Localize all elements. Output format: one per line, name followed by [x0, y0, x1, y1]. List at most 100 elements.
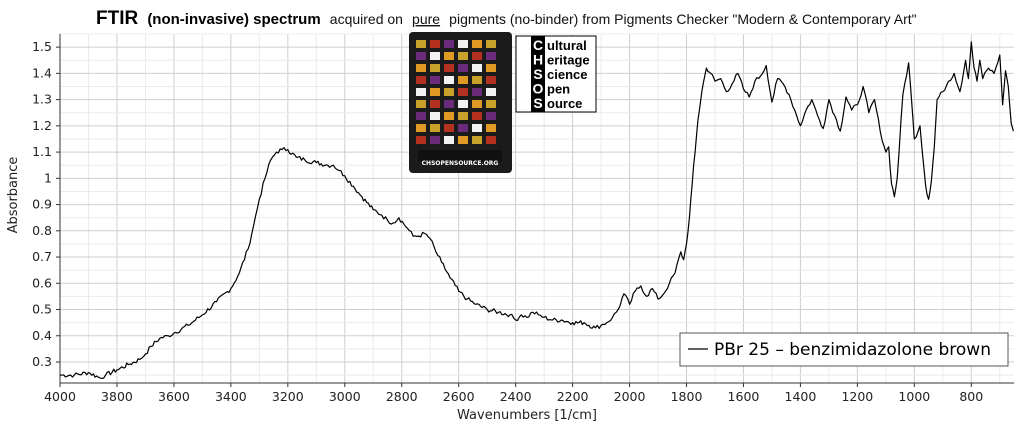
card-swatch	[444, 40, 454, 48]
card-swatch	[416, 136, 426, 144]
card-swatch	[416, 112, 426, 120]
card-swatch	[430, 64, 440, 72]
x-tick-label: 1400	[785, 389, 817, 404]
card-swatch	[458, 76, 468, 84]
card-swatch	[444, 100, 454, 108]
card-swatch	[458, 52, 468, 60]
x-tick-label: 2800	[386, 389, 418, 404]
card-swatch	[472, 100, 482, 108]
x-axis-label: Wavenumbers [1/cm]	[457, 408, 597, 423]
card-swatch	[486, 88, 496, 96]
card-swatch	[416, 124, 426, 132]
card-swatch	[444, 124, 454, 132]
x-tick-label: 4000	[44, 389, 76, 404]
y-tick-label: 1.3	[32, 92, 52, 107]
card-swatch	[430, 76, 440, 84]
card-swatch	[430, 100, 440, 108]
y-tick-label: 1.1	[32, 144, 52, 159]
x-tick-label: 2400	[500, 389, 532, 404]
chsos-word: pen	[547, 82, 570, 97]
x-tick-labels: 4000 3800 3600 3400 3200 3000 2800 2600 2400 2200…	[44, 383, 983, 404]
card-swatch	[444, 76, 454, 84]
card-swatches	[416, 40, 496, 144]
card-swatch	[444, 112, 454, 120]
y-tick-labels: 0.3 0.4 0.5 0.6 0.7 0.8 0.9 1 1.1 1.2 1.3 1.4 1.5	[32, 39, 60, 369]
x-tick-label: 1000	[898, 389, 930, 404]
chsos-letter: S	[533, 95, 542, 111]
card-swatch	[430, 112, 440, 120]
y-tick-label: 0.4	[32, 328, 52, 343]
legend: PBr 25 – benzimidazolone brown	[679, 332, 1009, 367]
y-tick-label: 0.3	[32, 354, 52, 369]
card-swatch	[416, 100, 426, 108]
x-tick-label: 1600	[728, 389, 760, 404]
x-tick-label: 3000	[329, 389, 361, 404]
x-tick-label: 1800	[671, 389, 703, 404]
chart-title: FTIR (non-invasive) spectrum acquired on…	[96, 8, 917, 29]
card-swatch	[486, 136, 496, 144]
chsos-word: cience	[547, 67, 587, 82]
card-swatch	[486, 40, 496, 48]
card-swatch	[416, 52, 426, 60]
card-swatch	[472, 88, 482, 96]
card-swatch	[430, 124, 440, 132]
card-swatch	[472, 124, 482, 132]
y-tick-label: 1.4	[32, 65, 52, 80]
chsos-letter: S	[533, 66, 542, 82]
card-swatch	[444, 88, 454, 96]
x-tick-label: 2600	[443, 389, 475, 404]
axes	[59, 34, 1014, 384]
card-swatch	[486, 64, 496, 72]
legend-label: PBr 25 – benzimidazolone brown	[714, 340, 991, 360]
title-bold: FTIR	[96, 8, 138, 29]
x-tick-label: 3600	[158, 389, 190, 404]
x-tick-label: 3200	[272, 389, 304, 404]
card-swatch	[472, 112, 482, 120]
x-tick-label: 3800	[101, 389, 133, 404]
card-swatch	[430, 88, 440, 96]
y-axis-label: Absorbance	[6, 157, 21, 234]
card-swatch	[458, 124, 468, 132]
y-tick-label: 0.9	[32, 197, 52, 212]
x-tick-label: 800	[959, 389, 983, 404]
y-tick-label: 1	[44, 170, 52, 185]
card-swatch	[444, 136, 454, 144]
x-tick-label: 1200	[841, 389, 873, 404]
x-tick-label: 2000	[614, 389, 646, 404]
card-swatch	[458, 64, 468, 72]
card-swatch	[472, 52, 482, 60]
card-swatch	[472, 76, 482, 84]
chsos-letter: C	[533, 37, 543, 53]
chsos-letter: H	[533, 52, 543, 68]
card-swatch	[416, 40, 426, 48]
x-tick-label: 3400	[215, 389, 247, 404]
chsos-word: eritage	[547, 53, 590, 68]
card-swatch	[472, 136, 482, 144]
y-tick-label: 1.5	[32, 39, 52, 54]
title-rest-a: acquired on	[330, 11, 403, 27]
chsos-word: ource	[547, 96, 582, 111]
y-tick-label: 1.2	[32, 118, 52, 133]
card-swatch	[472, 64, 482, 72]
y-tick-label: 0.6	[32, 275, 52, 290]
card-swatch	[486, 100, 496, 108]
card-swatch	[486, 124, 496, 132]
chsos-letter: O	[533, 81, 544, 97]
card-swatch	[486, 112, 496, 120]
card-swatch	[458, 136, 468, 144]
card-swatch	[486, 76, 496, 84]
card-swatch	[430, 52, 440, 60]
x-tick-label: 2200	[557, 389, 589, 404]
card-swatch	[430, 40, 440, 48]
series-line-0	[59, 41, 1014, 379]
card-swatch	[472, 40, 482, 48]
y-tick-label: 0.8	[32, 223, 52, 238]
card-swatch	[430, 136, 440, 144]
series-layer	[59, 41, 1014, 379]
card-swatch	[416, 76, 426, 84]
title-rest-b: pigments (no-binder) from Pigments Check…	[449, 11, 916, 27]
card-caption: CHSOPENSOURCE.ORG	[422, 160, 499, 167]
card-swatch	[416, 64, 426, 72]
